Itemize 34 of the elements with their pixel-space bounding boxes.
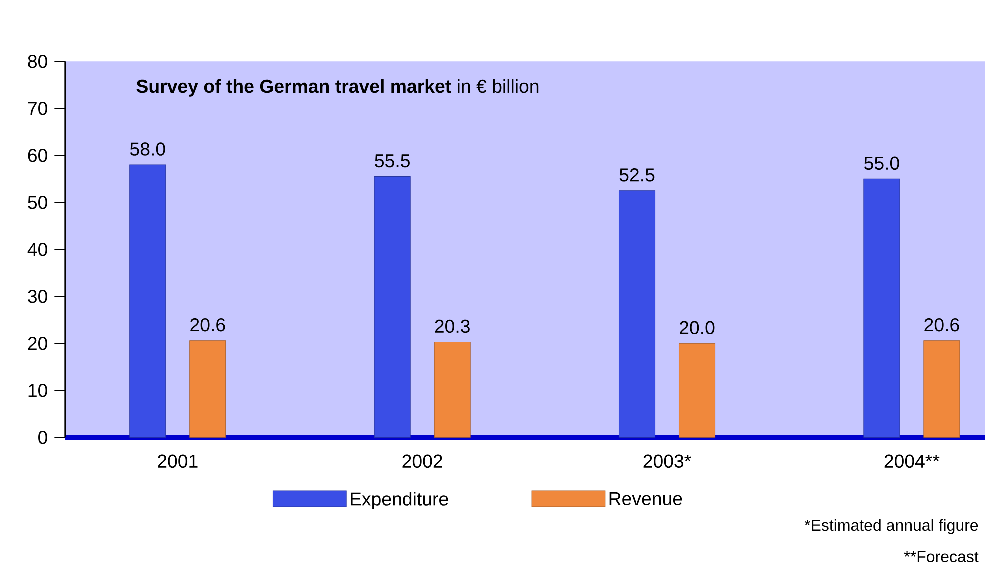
y-tick-label: 0 (38, 431, 48, 444)
y-tick-label: 50 (28, 196, 48, 210)
bar (190, 340, 226, 438)
data-label: 52.5 (620, 168, 655, 182)
data-label: 55.0 (864, 156, 900, 170)
text: *Estimated annual figure (804, 519, 978, 534)
bar (924, 340, 960, 438)
x-tick-label: 2002 (402, 454, 442, 468)
y-tick-label: 20 (28, 337, 48, 350)
y-tick-label: 10 (28, 384, 48, 398)
bar (130, 164, 166, 438)
legend-label: Revenue (610, 492, 682, 506)
text: Survey of the German travel market in € billion (136, 79, 539, 97)
y-tick-label: 40 (28, 243, 48, 256)
data-label: 20.6 (190, 318, 226, 332)
y-tick-label: 80 (28, 55, 48, 68)
bar (864, 178, 900, 438)
data-label: 58.0 (130, 142, 166, 156)
bar (434, 342, 471, 438)
bar (678, 343, 716, 438)
bar (618, 190, 656, 438)
x-tick-label: 2001 (158, 454, 198, 468)
y-tick-label: 60 (28, 149, 48, 162)
text: **Forecast (904, 551, 979, 562)
y-tick-label: 70 (28, 102, 48, 116)
data-label: 20.0 (680, 321, 715, 335)
x-tick-label: 2004** (884, 454, 940, 468)
x-tick-label: 2003* (644, 454, 692, 468)
bar (374, 176, 411, 438)
data-label: 20.6 (924, 318, 960, 332)
y-tick-label: 30 (28, 290, 48, 304)
data-label: 20.3 (435, 320, 470, 334)
legend-label: Expenditure (351, 492, 448, 510)
data-label: 55.5 (375, 154, 410, 168)
